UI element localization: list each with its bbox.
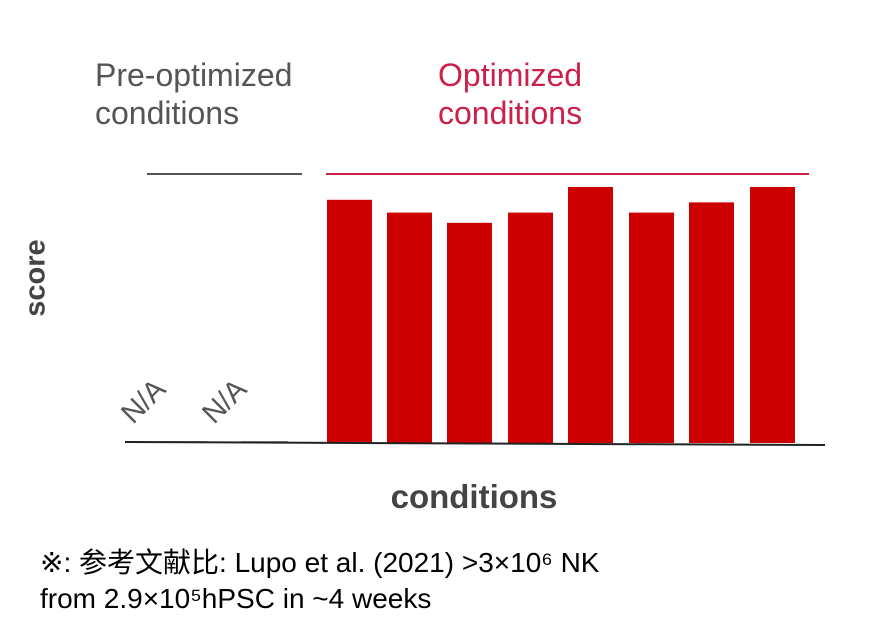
bar-opt-1 [327, 199, 372, 443]
bar-opt-8 [750, 187, 795, 443]
x-axis-label: conditions [390, 478, 558, 515]
optimized-group-label: Optimized conditions [438, 57, 583, 131]
bars-group: N/A N/A [115, 187, 795, 443]
bar-opt-7 [689, 202, 734, 443]
pre-optimized-group-label: Pre-optimized conditions [95, 57, 293, 131]
x-axis-baseline [124, 441, 826, 446]
bar-opt-5 [568, 187, 613, 443]
y-axis-label: score [19, 239, 52, 317]
bar-opt-3 [447, 222, 492, 443]
na-label-pre-2: N/A [196, 373, 253, 430]
bar-opt-2 [387, 212, 432, 443]
na-label-pre-1: N/A [115, 373, 172, 430]
reference-note: ※: 参考文献比: Lupo et al. (2021) >3×10⁶ NK f… [40, 547, 600, 614]
bar-opt-6 [629, 212, 674, 443]
bar-opt-4 [508, 212, 553, 443]
